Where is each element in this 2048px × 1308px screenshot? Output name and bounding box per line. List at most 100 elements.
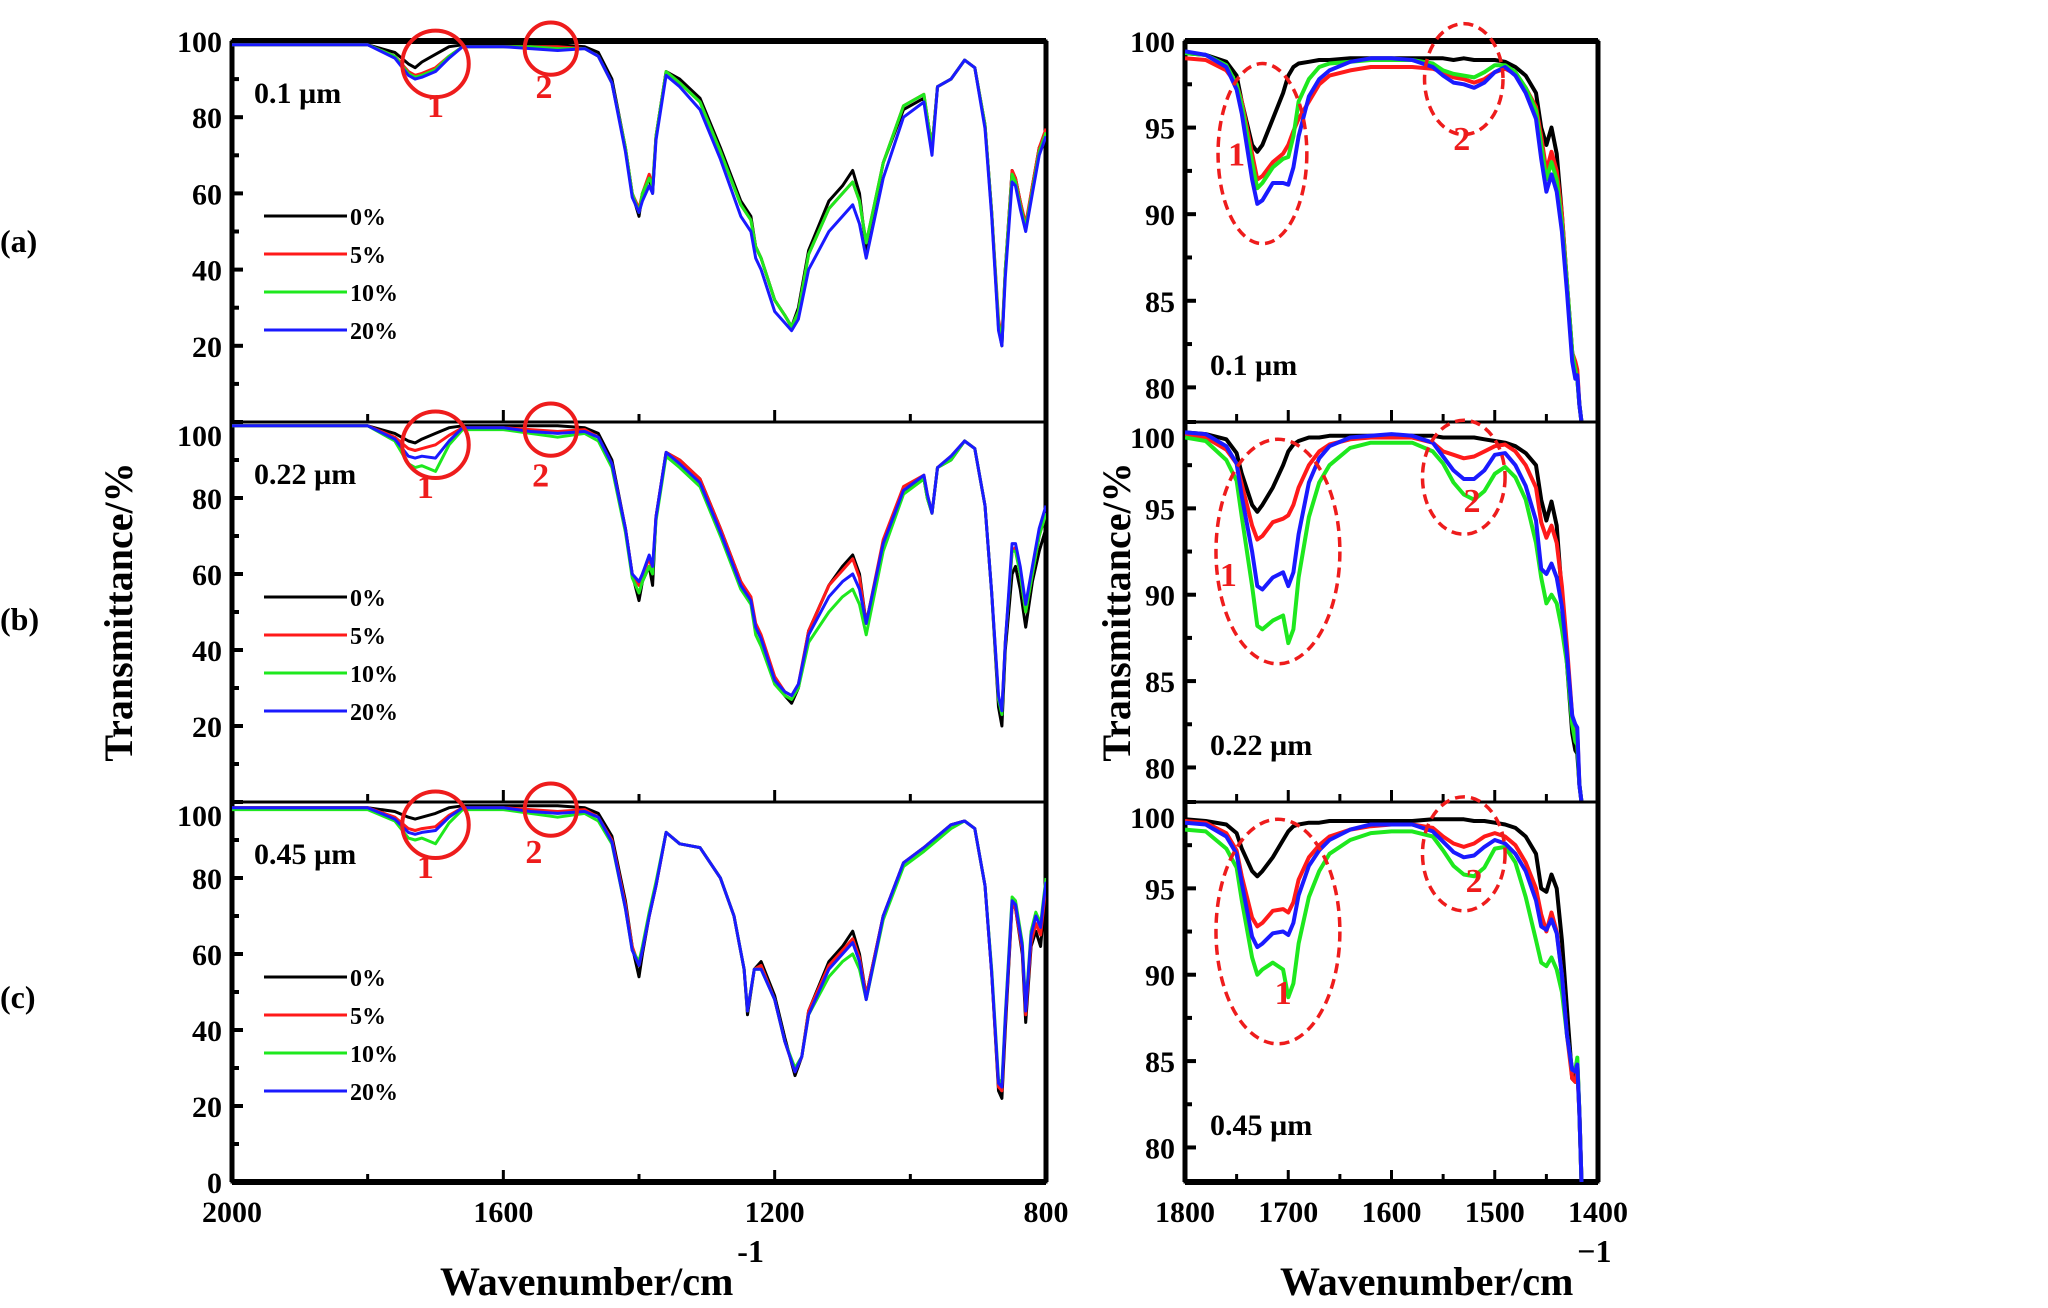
- x-tick-label: 1600: [473, 1196, 533, 1229]
- annotation-label-1: 1: [1275, 975, 1292, 1012]
- legend-label: 5%: [350, 1004, 386, 1030]
- y-tick-label: 20: [192, 711, 222, 744]
- y-axis-title-left: Transmittance/%: [96, 462, 141, 761]
- series-line-20pct: [232, 43, 1046, 348]
- x-tick-label: 2000: [202, 1196, 262, 1229]
- x-tick-label: 800: [1024, 1196, 1069, 1229]
- legend-label: 0%: [350, 205, 386, 231]
- y-tick-label: 60: [192, 939, 222, 972]
- panel-letter-a: (a): [0, 223, 37, 259]
- y-tick-label: 20: [192, 331, 222, 364]
- y-tick-label: 80: [192, 483, 222, 516]
- panel-letter-b: (b): [0, 601, 39, 637]
- annotation-label-2: 2: [525, 834, 542, 871]
- annotation-label-2: 2: [536, 69, 553, 106]
- x-tick-label: 1500: [1465, 1196, 1525, 1229]
- y-tick-label: 90: [1145, 199, 1175, 232]
- x-axis-title-right: Wavenumber/cm −1: [1280, 1233, 1612, 1304]
- panel-a-zoom: 80 85 90 95 100 0.1 µm 1 2: [1130, 21, 1601, 424]
- panel-c: 0 20 40 60 80 100 2000 1600 1200 800 0.45 µm 0% 5% 10…: [177, 781, 1069, 1229]
- y-tick-label: 60: [192, 178, 222, 211]
- legend-label: 10%: [350, 281, 398, 307]
- x-axis-title-left: Wavenumber/cm -1: [440, 1233, 764, 1304]
- y-tick-label: 90: [1145, 960, 1175, 993]
- legend-label: 20%: [350, 700, 398, 726]
- annotation-dashed-circle-2: [1422, 21, 1505, 137]
- series-line-20pct: [232, 424, 1046, 713]
- x-axis-title-right-text: Wavenumber/cm: [1280, 1259, 1573, 1304]
- x-axis-title-right-exponent: −1: [1577, 1233, 1611, 1269]
- series-line-20pct: [1185, 820, 1584, 1182]
- sample-size-label: 0.1 µm: [254, 77, 341, 110]
- panel-b: 20 40 60 80 100 0.22 µm 0% 5% 10% 20% 1 2: [177, 401, 1049, 804]
- x-tick-label: 1200: [745, 1196, 805, 1229]
- sample-size-label: 0.45 µm: [1210, 1109, 1312, 1142]
- x-tick-label: 1800: [1155, 1196, 1215, 1229]
- y-tick-label: 80: [1145, 752, 1175, 785]
- series-line-10pct: [1185, 435, 1584, 802]
- sample-size-label: 0.1 µm: [1210, 349, 1297, 382]
- annotation-circle-1: [400, 409, 471, 481]
- annotation-label-1: 1: [417, 849, 434, 886]
- y-tick-label: 90: [1145, 580, 1175, 613]
- panel-c-zoom: 80 85 90 95 100 1800 1700 1600 1500 1400 0.45 µm 1 2: [1130, 795, 1628, 1229]
- y-tick-label: 100: [1130, 26, 1175, 59]
- y-tick-label: 20: [192, 1091, 222, 1124]
- annotation-label-2: 2: [532, 458, 549, 495]
- legend-label: 0%: [350, 586, 386, 612]
- legend-label: 10%: [350, 1042, 398, 1068]
- annotation-circle-1: [400, 789, 471, 861]
- panel-b-zoom: 80 85 90 95 100 0.22 µm 1 2: [1130, 418, 1601, 804]
- y-tick-label: 60: [192, 559, 222, 592]
- sample-size-label: 0.22 µm: [1210, 729, 1312, 762]
- y-tick-label: 100: [177, 420, 222, 453]
- y-tick-label: 100: [177, 800, 222, 833]
- legend-label: 5%: [350, 624, 386, 650]
- y-tick-label: 80: [1145, 1132, 1175, 1165]
- annotation-dashed-circle-2: [1420, 795, 1507, 913]
- y-tick-label: 80: [1145, 372, 1175, 405]
- legend-label: 5%: [350, 243, 386, 269]
- y-tick-label: 95: [1145, 873, 1175, 906]
- series-line-20pct: [1185, 430, 1584, 802]
- x-tick-label: 1600: [1362, 1196, 1422, 1229]
- annotation-label-2: 2: [1453, 121, 1470, 158]
- annotation-dashed-circle-1: [1216, 61, 1309, 246]
- annotation-label-2: 2: [1464, 483, 1481, 520]
- legend-label: 20%: [350, 1080, 398, 1106]
- sample-size-label: 0.22 µm: [254, 458, 356, 491]
- y-tick-label: 40: [192, 635, 222, 668]
- annotation-dashed-circle-2: [1420, 418, 1507, 537]
- legend-label: 20%: [350, 319, 398, 345]
- sample-size-label: 0.45 µm: [254, 838, 356, 871]
- x-axis-title-left-exponent: -1: [737, 1233, 764, 1269]
- annotation-dashed-circle-1: [1214, 817, 1342, 1046]
- series-line-10pct: [1185, 827, 1584, 1182]
- annotation-label-1: 1: [427, 88, 444, 125]
- y-tick-label: 100: [177, 26, 222, 59]
- y-tick-label: 85: [1145, 666, 1175, 699]
- y-tick-label: 40: [192, 255, 222, 288]
- x-axis-title-left-text: Wavenumber/cm: [440, 1259, 733, 1304]
- legend-label: 0%: [350, 966, 386, 992]
- annotation-label-2: 2: [1466, 863, 1483, 900]
- annotation-circle-2: [522, 20, 579, 77]
- legend-label: 10%: [350, 662, 398, 688]
- x-tick-label: 1700: [1258, 1196, 1318, 1229]
- y-tick-label: 85: [1145, 1046, 1175, 1079]
- annotation-circle-2: [522, 401, 579, 458]
- series-line-0pct: [1185, 817, 1584, 1182]
- y-tick-label: 0: [207, 1167, 222, 1200]
- series-line-0pct: [1185, 51, 1584, 422]
- y-tick-label: 100: [1130, 422, 1175, 455]
- series-line-20pct: [1185, 49, 1584, 422]
- y-axis-title-right: Transmittance/%: [1094, 462, 1139, 761]
- y-tick-label: 100: [1130, 802, 1175, 835]
- panel-letter-c: (c): [0, 979, 36, 1015]
- annotation-circle-1: [400, 28, 471, 100]
- y-tick-label: 40: [192, 1015, 222, 1048]
- y-tick-label: 80: [192, 102, 222, 135]
- annotation-label-1: 1: [1220, 557, 1237, 594]
